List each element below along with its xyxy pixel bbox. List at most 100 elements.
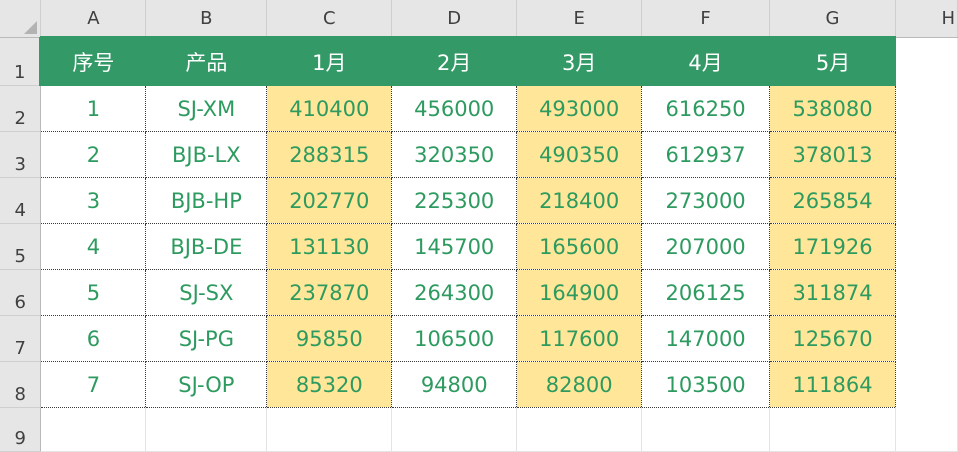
cell-apr[interactable]: 273000	[641, 177, 771, 224]
cell-apr[interactable]: 612937	[641, 131, 771, 178]
cell-index[interactable]: 4	[40, 223, 147, 270]
table-row: 7 6 SJ-PG 95850 106500 117600 147000 125670	[0, 315, 958, 362]
empty-cell[interactable]	[895, 407, 958, 452]
cell-mar[interactable]: 164900	[516, 269, 643, 316]
table-row: 2 1 SJ-XM 410400 456000 493000 616250 538080	[0, 85, 958, 132]
cell-mar[interactable]: 165600	[516, 223, 643, 270]
row-header-5[interactable]: 5	[0, 223, 42, 270]
header-cell-index[interactable]: 序号	[39, 36, 147, 86]
cell-feb[interactable]: 94800	[391, 361, 518, 408]
cell-feb[interactable]: 106500	[391, 315, 518, 362]
column-header-g[interactable]: G	[769, 0, 896, 38]
cell-jan[interactable]: 202770	[266, 177, 393, 224]
cell-may[interactable]: 265854	[769, 177, 896, 224]
column-header-h[interactable]: H	[895, 0, 958, 38]
table-row: 9	[0, 407, 958, 452]
cell-index[interactable]: 5	[40, 269, 147, 316]
empty-cell[interactable]	[895, 315, 958, 362]
cell-may[interactable]: 311874	[769, 269, 896, 316]
cell-product[interactable]: SJ-SX	[145, 269, 268, 316]
cell-apr[interactable]: 206125	[641, 269, 771, 316]
cell-product[interactable]: SJ-OP	[145, 361, 268, 408]
cell-mar[interactable]: 218400	[516, 177, 643, 224]
cell-feb[interactable]: 264300	[391, 269, 518, 316]
cell-feb[interactable]: 320350	[391, 131, 518, 178]
cell-jan[interactable]: 131130	[266, 223, 393, 270]
row-header-3[interactable]: 3	[0, 131, 42, 178]
row-header-4[interactable]: 4	[0, 177, 42, 224]
cell-mar[interactable]: 493000	[516, 85, 643, 132]
cell-index[interactable]: 3	[40, 177, 147, 224]
row-header-7[interactable]: 7	[0, 315, 42, 362]
cell-apr[interactable]: 207000	[641, 223, 771, 270]
header-cell-feb[interactable]: 2月	[390, 36, 518, 86]
header-cell-apr[interactable]: 4月	[640, 36, 771, 86]
row-header-1[interactable]: 1	[0, 37, 42, 86]
header-cell-jan[interactable]: 1月	[265, 36, 393, 86]
empty-cell[interactable]	[895, 131, 958, 178]
cell-jan[interactable]: 288315	[266, 131, 393, 178]
row-header-6[interactable]: 6	[0, 269, 42, 316]
column-header-c[interactable]: C	[266, 0, 393, 38]
header-cell-product[interactable]: 产品	[144, 36, 268, 86]
empty-cell[interactable]	[895, 37, 958, 86]
empty-cell[interactable]	[769, 407, 896, 452]
cell-index[interactable]: 7	[40, 361, 147, 408]
column-header-b[interactable]: B	[145, 0, 268, 38]
table-row: 3 2 BJB-LX 288315 320350 490350 612937 378013	[0, 131, 958, 178]
cell-index[interactable]: 6	[40, 315, 147, 362]
cell-product[interactable]: SJ-XM	[145, 85, 268, 132]
select-all-icon	[24, 21, 38, 34]
cell-jan[interactable]: 237870	[266, 269, 393, 316]
select-all-button[interactable]	[0, 0, 42, 38]
cell-mar[interactable]: 82800	[516, 361, 643, 408]
cell-apr[interactable]: 147000	[641, 315, 771, 362]
row-header-8[interactable]: 8	[0, 361, 42, 408]
cell-may[interactable]: 111864	[769, 361, 896, 408]
row-header-9[interactable]: 9	[0, 407, 42, 452]
cell-may[interactable]: 171926	[769, 223, 896, 270]
cell-product[interactable]: BJB-DE	[145, 223, 268, 270]
cell-may[interactable]: 378013	[769, 131, 896, 178]
table-row: 8 7 SJ-OP 85320 94800 82800 103500 111864	[0, 361, 958, 408]
empty-cell[interactable]	[40, 407, 147, 452]
empty-cell[interactable]	[641, 407, 771, 452]
empty-cell[interactable]	[895, 361, 958, 408]
cell-apr[interactable]: 103500	[641, 361, 771, 408]
cell-may[interactable]: 125670	[769, 315, 896, 362]
empty-cell[interactable]	[266, 407, 393, 452]
cell-product[interactable]: SJ-PG	[145, 315, 268, 362]
cell-jan[interactable]: 95850	[266, 315, 393, 362]
row-header-2[interactable]: 2	[0, 85, 42, 132]
cell-feb[interactable]: 456000	[391, 85, 518, 132]
cell-product[interactable]: BJB-HP	[145, 177, 268, 224]
empty-cell[interactable]	[895, 85, 958, 132]
cell-may[interactable]: 538080	[769, 85, 896, 132]
header-cell-mar[interactable]: 3月	[515, 36, 643, 86]
cell-index[interactable]: 1	[40, 85, 147, 132]
empty-cell[interactable]	[895, 269, 958, 316]
cell-feb[interactable]: 225300	[391, 177, 518, 224]
cell-jan[interactable]: 410400	[266, 85, 393, 132]
column-header-d[interactable]: D	[391, 0, 518, 38]
header-cell-may[interactable]: 5月	[768, 36, 896, 86]
empty-cell[interactable]	[391, 407, 518, 452]
cell-jan[interactable]: 85320	[266, 361, 393, 408]
cell-index[interactable]: 2	[40, 131, 147, 178]
empty-cell[interactable]	[516, 407, 643, 452]
column-header-a[interactable]: A	[40, 0, 147, 38]
cell-mar[interactable]: 117600	[516, 315, 643, 362]
column-header-f[interactable]: F	[641, 0, 771, 38]
table-row: 6 5 SJ-SX 237870 264300 164900 206125 311874	[0, 269, 958, 316]
column-header-e[interactable]: E	[516, 0, 643, 38]
table-row: 4 3 BJB-HP 202770 225300 218400 273000 265854	[0, 177, 958, 224]
cell-product[interactable]: BJB-LX	[145, 131, 268, 178]
empty-cell[interactable]	[145, 407, 268, 452]
cell-mar[interactable]: 490350	[516, 131, 643, 178]
empty-cell[interactable]	[895, 223, 958, 270]
cell-apr[interactable]: 616250	[641, 85, 771, 132]
cell-feb[interactable]: 145700	[391, 223, 518, 270]
empty-cell[interactable]	[895, 177, 958, 224]
